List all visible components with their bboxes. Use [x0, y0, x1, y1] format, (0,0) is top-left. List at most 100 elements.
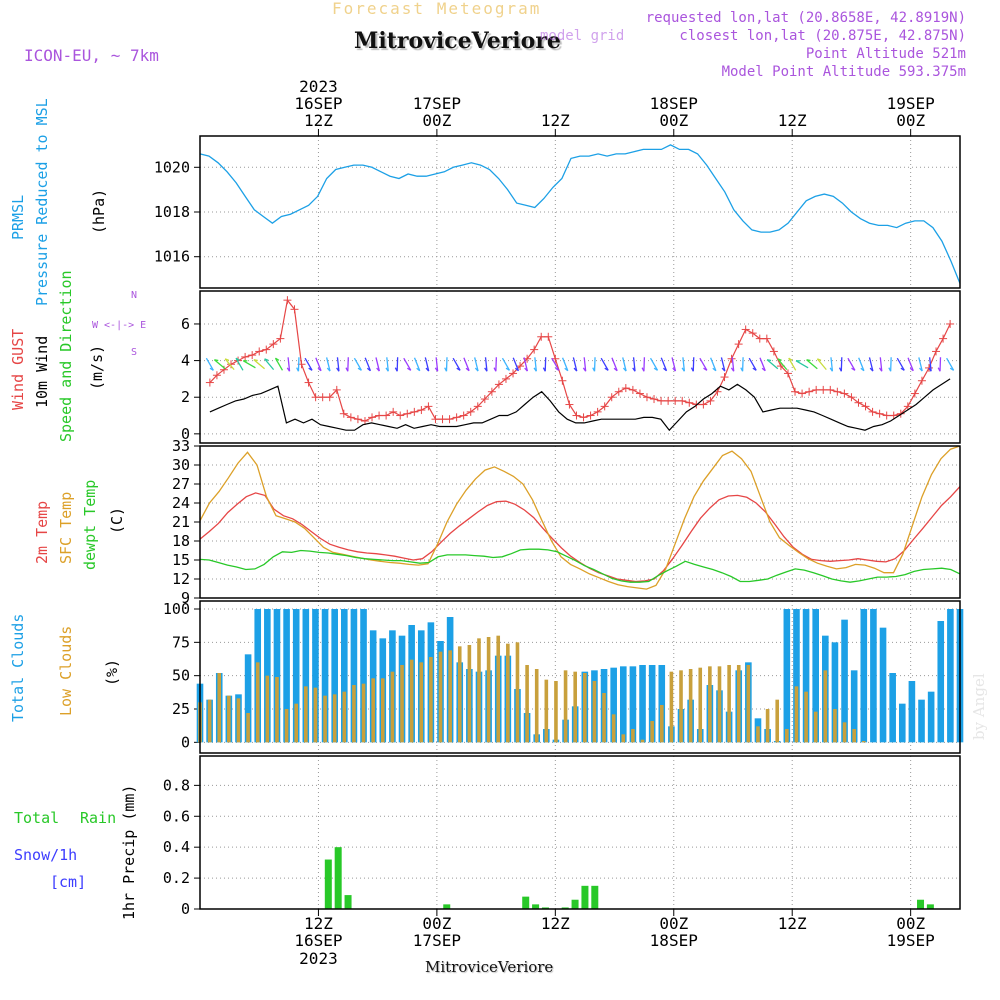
total-cloud-bar	[947, 609, 954, 743]
wind-arrow	[731, 357, 735, 372]
low-cloud-bar	[717, 666, 722, 743]
precip-bar	[334, 847, 342, 909]
wind-arrow	[253, 359, 266, 370]
low-cloud-bar	[525, 665, 529, 743]
total-cloud-bar	[870, 609, 877, 743]
total-cloud-bar	[360, 609, 367, 743]
wind-arrow-head	[766, 359, 772, 362]
low-cloud-bar	[313, 687, 318, 743]
low-cloud-bar	[573, 671, 577, 743]
wind-arrow	[759, 357, 766, 371]
wind-arrow	[918, 357, 923, 372]
wind-arrow-head	[838, 367, 842, 372]
wind-arrow	[622, 357, 627, 372]
wind-arrow-head	[416, 367, 421, 372]
wind-arrow-head	[456, 367, 461, 371]
wind-arrow-head	[425, 367, 430, 372]
wind-arrow-head	[308, 367, 313, 371]
wind-arrow	[632, 357, 636, 372]
panel-frame	[199, 445, 961, 599]
wind-arrow-head	[345, 367, 349, 372]
low-cloud-bar	[294, 703, 299, 743]
wind-arrow-head	[632, 367, 636, 372]
low-cloud-bar	[534, 669, 539, 743]
low-cloud-bar	[650, 721, 654, 743]
total-cloud-bar	[860, 609, 868, 743]
low-cloud-bar	[861, 741, 866, 743]
wind-arrow-head	[465, 367, 470, 372]
low-cloud-bar	[765, 709, 770, 743]
wind-arrow-head	[493, 367, 497, 372]
wind-arrow	[235, 357, 244, 371]
wind-arrow-head	[653, 367, 658, 371]
temp-unit: (C)	[108, 506, 126, 534]
panel-frame	[199, 135, 961, 289]
wind-arrow	[424, 357, 430, 372]
total-cloud-bar	[658, 665, 666, 743]
low-cloud-bar	[467, 645, 472, 743]
wind-arrow-head	[900, 367, 905, 371]
total-cloud-bar	[879, 627, 887, 743]
low-cloud-bar	[640, 739, 645, 743]
precip-bar	[917, 899, 925, 909]
wind-arrow-head	[869, 367, 874, 372]
low-cloud-bar	[265, 675, 270, 743]
wind-arrow-head	[275, 357, 280, 361]
total-cloud-bar	[619, 666, 627, 743]
wind-arrow-head	[721, 367, 726, 372]
wind-arrow	[847, 357, 856, 371]
y-tick-label: 21	[172, 513, 190, 531]
precip-bar	[344, 895, 352, 909]
precip-bar	[532, 904, 540, 909]
wind-arrow	[274, 357, 284, 371]
wind-arrow-head	[663, 367, 667, 372]
low-cloud-bar	[438, 651, 443, 743]
wind-arrow-head	[690, 367, 694, 372]
dewpt-label: dewpt Temp	[81, 479, 99, 570]
y-tick-label: 27	[172, 475, 190, 493]
precip-bar	[571, 899, 579, 909]
low-cloud-bar	[352, 685, 356, 743]
time-label-bottom-date: 16SEP	[294, 931, 342, 950]
wind-arrow-head	[888, 367, 892, 372]
wind-arrow	[523, 357, 529, 372]
wind-label: 10m Wind	[33, 335, 51, 408]
wind-arrow-head	[851, 367, 856, 371]
total-cloud-bar	[793, 609, 800, 743]
wind-arrow	[671, 357, 677, 372]
wind-arrow	[213, 359, 226, 370]
grid-prefix: model grid	[540, 28, 625, 44]
y-tick-label: 15	[172, 551, 190, 569]
precip-rain-label: Rain	[80, 809, 117, 827]
point-altitude: Point Altitude 521m	[805, 46, 966, 62]
y-tick-label: 0.2	[163, 869, 190, 887]
y-tick-label: 30	[172, 456, 190, 474]
low-cloud-bar	[390, 671, 395, 743]
y-tick-label: 24	[172, 494, 190, 512]
model-name: ICON-EU, ~ 7km	[24, 46, 159, 65]
time-label-top-hour: 12Z	[778, 111, 807, 130]
wind-arrow-head	[878, 367, 883, 372]
wind-arrow-head	[235, 357, 240, 361]
direction-label: Speed and Direction	[57, 270, 75, 442]
wind-arrow-head	[407, 367, 412, 371]
low-cloud-bar	[563, 670, 568, 743]
wind-arrow-head	[806, 359, 811, 362]
wind-arrow-head	[524, 367, 528, 372]
cloud-unit: (%)	[103, 658, 121, 686]
low-cloud-bar	[515, 642, 520, 743]
wind-arrow	[611, 357, 618, 371]
low-cloud-bar	[659, 705, 664, 743]
wind-arrow-head	[264, 358, 269, 361]
wind-arrow	[287, 357, 291, 372]
wind-arrow-head	[336, 367, 340, 372]
low-cloud-bar	[486, 637, 491, 743]
low-cloud-bar	[380, 678, 385, 743]
time-label-top-year: 2023	[299, 77, 338, 96]
wind-arrow-head	[253, 359, 258, 362]
wind-arrow-head	[712, 367, 717, 372]
precip-bar	[591, 885, 599, 909]
wind-arrow	[242, 360, 256, 369]
wind-arrow	[710, 357, 717, 371]
